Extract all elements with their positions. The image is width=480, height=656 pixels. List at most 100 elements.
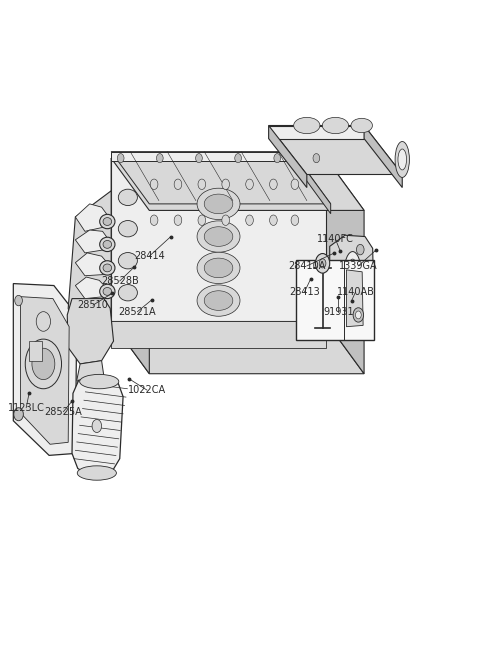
Ellipse shape [197, 221, 240, 252]
Ellipse shape [100, 215, 115, 229]
Polygon shape [29, 341, 42, 361]
Polygon shape [21, 297, 69, 444]
Ellipse shape [118, 189, 137, 205]
Circle shape [246, 215, 253, 226]
Circle shape [357, 245, 364, 255]
Text: 1022CA: 1022CA [128, 385, 166, 395]
Polygon shape [111, 158, 149, 374]
Circle shape [156, 154, 163, 163]
Circle shape [36, 312, 50, 331]
Ellipse shape [103, 264, 112, 272]
Circle shape [235, 154, 241, 163]
Polygon shape [269, 125, 364, 138]
Text: 1140FC: 1140FC [317, 234, 354, 244]
Ellipse shape [80, 375, 119, 389]
Polygon shape [326, 158, 364, 374]
Bar [296, 260, 373, 340]
Circle shape [222, 179, 229, 190]
Polygon shape [77, 361, 104, 388]
Circle shape [174, 179, 182, 190]
Polygon shape [75, 253, 109, 276]
Circle shape [32, 348, 55, 380]
Circle shape [330, 266, 337, 275]
Circle shape [150, 179, 158, 190]
Circle shape [313, 154, 320, 163]
Circle shape [15, 295, 23, 306]
Polygon shape [347, 270, 363, 327]
Text: 1140AB: 1140AB [336, 287, 374, 297]
Circle shape [196, 154, 202, 163]
Polygon shape [292, 152, 331, 214]
Ellipse shape [118, 253, 137, 269]
Ellipse shape [77, 466, 116, 480]
Ellipse shape [103, 287, 112, 295]
Circle shape [315, 253, 330, 273]
Circle shape [198, 179, 205, 190]
Polygon shape [330, 236, 373, 305]
Circle shape [356, 311, 361, 319]
Ellipse shape [323, 117, 348, 134]
Ellipse shape [204, 291, 233, 310]
Ellipse shape [204, 227, 233, 247]
Text: 28528B: 28528B [101, 276, 139, 286]
Ellipse shape [103, 218, 112, 226]
Polygon shape [67, 298, 114, 364]
Ellipse shape [100, 260, 115, 275]
Polygon shape [269, 125, 402, 174]
Ellipse shape [398, 149, 407, 170]
Polygon shape [111, 152, 292, 161]
Polygon shape [75, 230, 109, 253]
Circle shape [14, 407, 24, 420]
Text: 28521A: 28521A [119, 306, 156, 317]
Ellipse shape [197, 252, 240, 283]
Ellipse shape [395, 142, 409, 177]
Ellipse shape [118, 220, 137, 237]
Polygon shape [269, 125, 307, 188]
Polygon shape [72, 377, 123, 477]
Text: 1123LC: 1123LC [8, 403, 45, 413]
Circle shape [270, 179, 277, 190]
Polygon shape [364, 125, 402, 188]
Circle shape [291, 215, 299, 226]
Polygon shape [111, 321, 364, 374]
Circle shape [92, 419, 102, 432]
Circle shape [274, 154, 281, 163]
Ellipse shape [294, 117, 320, 134]
Ellipse shape [197, 188, 240, 220]
Ellipse shape [351, 118, 372, 133]
Ellipse shape [345, 251, 361, 289]
Text: 28414: 28414 [134, 251, 165, 261]
Ellipse shape [118, 285, 137, 301]
Circle shape [319, 258, 326, 268]
Ellipse shape [197, 285, 240, 316]
Polygon shape [111, 158, 326, 321]
Circle shape [174, 215, 182, 226]
Ellipse shape [204, 194, 233, 214]
Circle shape [25, 339, 61, 389]
Text: 91931: 91931 [323, 306, 354, 317]
Polygon shape [75, 277, 108, 298]
Ellipse shape [103, 241, 112, 249]
Circle shape [357, 285, 364, 295]
Polygon shape [111, 158, 364, 211]
Ellipse shape [100, 237, 115, 251]
Circle shape [150, 215, 158, 226]
Circle shape [222, 215, 229, 226]
Text: 1339GA: 1339GA [339, 261, 378, 271]
Polygon shape [75, 204, 109, 232]
Text: 28410A: 28410A [288, 261, 325, 271]
Ellipse shape [100, 284, 115, 298]
Polygon shape [111, 152, 331, 204]
Circle shape [117, 154, 124, 163]
Text: 28510: 28510 [78, 300, 108, 310]
Text: 28525A: 28525A [45, 407, 82, 417]
Circle shape [198, 215, 205, 226]
Circle shape [291, 179, 299, 190]
Text: 28413: 28413 [289, 287, 320, 297]
Polygon shape [13, 283, 77, 455]
Circle shape [353, 308, 364, 322]
Polygon shape [111, 321, 326, 348]
Circle shape [246, 179, 253, 190]
Polygon shape [68, 191, 111, 335]
Circle shape [270, 215, 277, 226]
